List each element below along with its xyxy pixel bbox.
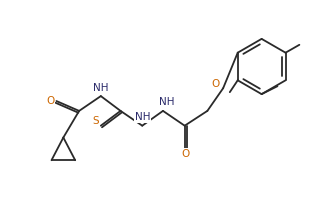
Text: NH: NH (93, 83, 109, 93)
Text: S: S (93, 116, 99, 126)
Text: O: O (211, 79, 219, 89)
Text: NH: NH (134, 112, 150, 122)
Text: O: O (47, 96, 55, 106)
Text: O: O (182, 149, 190, 159)
Text: NH: NH (159, 97, 175, 107)
